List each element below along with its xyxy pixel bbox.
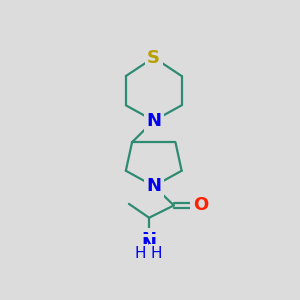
Text: N: N [142,231,157,249]
Text: N: N [146,112,161,130]
Text: S: S [147,49,160,67]
Text: N: N [142,236,157,254]
Text: H: H [135,246,146,261]
Text: O: O [193,196,208,214]
Text: N: N [146,177,161,195]
Text: H: H [150,246,162,261]
